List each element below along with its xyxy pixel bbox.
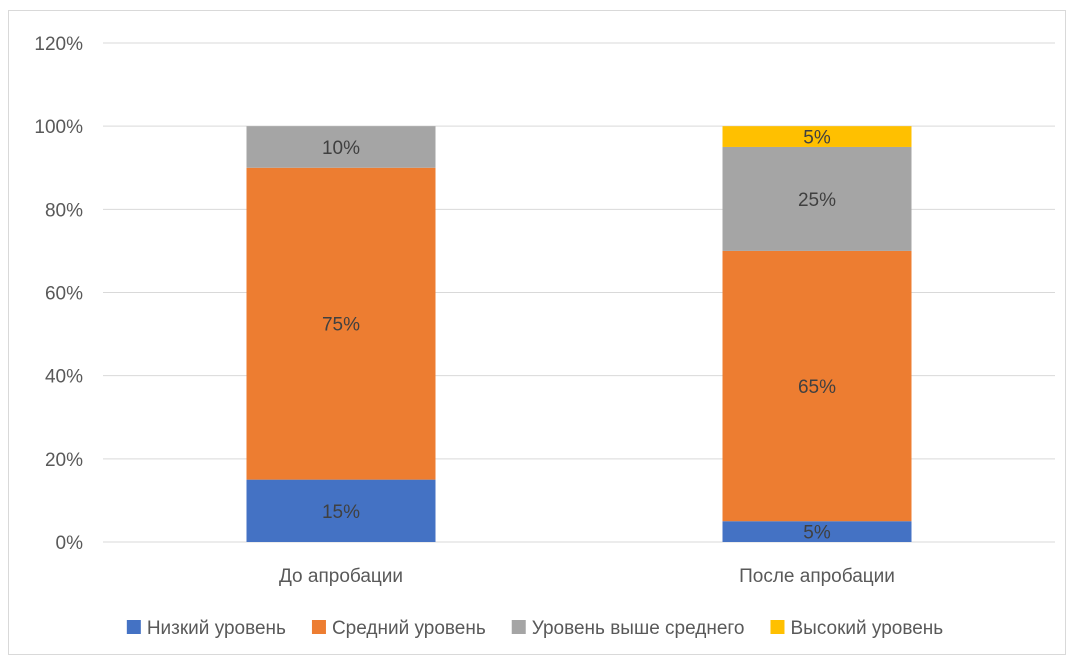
- legend-swatch: [311, 620, 326, 634]
- bar-segment: [722, 250, 912, 522]
- bar-segment: [722, 126, 912, 147]
- legend-label: Средний уровень: [332, 618, 486, 639]
- y-tick-label: 120%: [34, 34, 83, 55]
- legend-item: Средний уровень: [311, 618, 486, 639]
- legend-swatch: [126, 620, 141, 634]
- gridlines: [103, 42, 1055, 543]
- data-label: 5%: [803, 523, 831, 544]
- y-tick-label: 80%: [45, 200, 83, 221]
- bar-segment: [722, 146, 912, 251]
- data-label: 5%: [803, 128, 831, 149]
- y-tick-label: 20%: [45, 450, 83, 471]
- x-tick-label: После апробации: [739, 566, 895, 587]
- y-tick-label: 40%: [45, 367, 83, 388]
- bar-segment: [246, 167, 436, 480]
- legend-item: Уровень выше среднего: [511, 618, 745, 639]
- data-label: 25%: [798, 190, 836, 211]
- data-labels: 15% 75% 10% 5% 65% 25% 5%: [322, 128, 836, 544]
- legend-item: Высокий уровень: [770, 618, 943, 639]
- y-tick-label: 100%: [34, 117, 83, 138]
- x-axis-tick-labels: До апробации После апробации: [279, 566, 895, 587]
- legend-swatch: [511, 620, 526, 634]
- bar-segment: [722, 521, 912, 542]
- y-tick-label: 0%: [56, 533, 84, 554]
- data-label: 15%: [322, 502, 360, 523]
- legend-label: Низкий уровень: [147, 618, 286, 639]
- legend-swatch: [770, 620, 785, 634]
- bar-segment: [246, 126, 436, 168]
- data-label: 65%: [798, 377, 836, 398]
- legend-label: Высокий уровень: [790, 618, 943, 639]
- legend-label: Уровень выше среднего: [532, 618, 745, 639]
- y-axis-tick-labels: 0% 20% 40% 60% 80% 100% 120%: [34, 34, 83, 554]
- y-tick-label: 60%: [45, 284, 83, 305]
- bar-segment: [246, 479, 436, 542]
- bars: [246, 126, 912, 542]
- data-label: 10%: [322, 138, 360, 159]
- legend-item: Низкий уровень: [126, 618, 286, 639]
- data-label: 75%: [322, 315, 360, 336]
- x-tick-label: До апробации: [279, 566, 403, 587]
- legend: Низкий уровень Средний уровень Уровень выш…: [126, 618, 943, 639]
